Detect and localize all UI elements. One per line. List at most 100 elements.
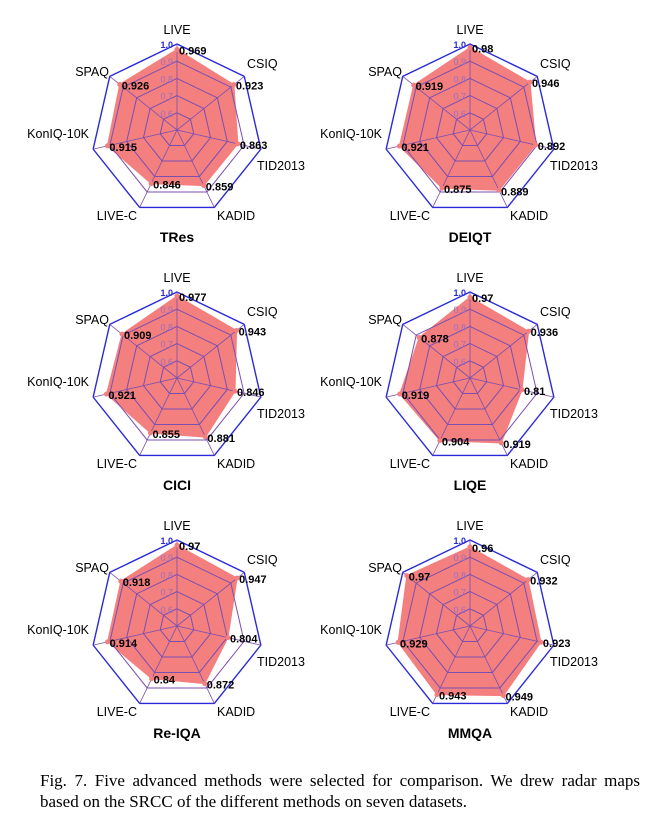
- axis-label: SPAQ: [368, 65, 402, 79]
- axis-label: TID2013: [257, 407, 305, 421]
- data-point: [526, 328, 532, 334]
- value-label: 0.863: [240, 140, 268, 152]
- axis-label: SPAQ: [75, 561, 109, 575]
- grid-ring: [126, 573, 228, 673]
- value-label: 0.881: [207, 433, 235, 445]
- data-area: [105, 295, 238, 438]
- axis-label: TID2013: [550, 159, 598, 173]
- data-point: [234, 575, 240, 581]
- grid-ring: [142, 95, 212, 162]
- value-label: 0.949: [506, 692, 534, 704]
- axis-label: KADID: [217, 705, 255, 719]
- data-point: [396, 143, 402, 149]
- axis-label: LIVE: [456, 23, 483, 37]
- value-label: 0.915: [109, 142, 137, 154]
- data-point: [519, 387, 525, 393]
- data-point: [501, 693, 507, 699]
- data-point: [232, 388, 238, 394]
- axis-spoke: [176, 572, 245, 627]
- grid-ring: [126, 325, 228, 425]
- value-label: 0.926: [122, 80, 150, 92]
- axis-spoke: [139, 377, 178, 456]
- grid-ring: [109, 308, 245, 441]
- axis-spoke: [469, 572, 538, 627]
- grid-ring: [109, 556, 245, 689]
- radar-chart-cici: 0.6 0.7 0.8 0.9 1.0 0.977 0.943 0.846 0.881 0.855…: [27, 271, 305, 493]
- data-point: [439, 185, 445, 191]
- axis-label: SPAQ: [75, 313, 109, 327]
- grid-ring: [159, 112, 195, 146]
- data-point: [119, 331, 125, 337]
- value-label: 0.904: [442, 437, 470, 449]
- value-label: 0.846: [237, 387, 265, 399]
- value-label: 0.846: [153, 180, 181, 192]
- axis-spoke: [432, 625, 471, 704]
- axis-spoke: [176, 377, 215, 456]
- axis-label: SPAQ: [75, 65, 109, 79]
- ring-label: 1.0: [453, 40, 466, 50]
- data-point: [104, 143, 110, 149]
- ring-label: 0.7: [160, 340, 173, 350]
- ring-label: 0.8: [453, 570, 466, 580]
- radar-chart-deiqt: 0.6 0.7 0.8 0.9 1.0 0.98 0.946 0.892 0.889 0.875 0…: [320, 23, 598, 245]
- ring-label: 0.6: [453, 357, 466, 367]
- axis-label: LIVE: [456, 271, 483, 285]
- ring-label: 0.7: [160, 92, 173, 102]
- axis-spoke: [469, 129, 508, 208]
- value-label: 0.936: [531, 327, 559, 339]
- data-point: [467, 544, 473, 550]
- axis-label: LIVE-C: [97, 705, 137, 719]
- value-label: 0.946: [532, 78, 560, 90]
- grid-ring: [402, 556, 538, 689]
- value-label: 0.919: [503, 439, 531, 451]
- axis-label: CSIQ: [247, 57, 278, 71]
- grid-ring: [92, 539, 262, 705]
- value-label: 0.969: [179, 45, 207, 57]
- chart-title: CICI: [163, 477, 191, 493]
- axis-spoke: [176, 377, 261, 398]
- value-label: 0.878: [421, 333, 449, 345]
- grid-ring: [92, 43, 262, 209]
- axis-spoke: [432, 129, 471, 208]
- axis-spoke: [139, 625, 178, 704]
- axis-label: LIVE: [163, 23, 190, 37]
- value-label: 0.923: [236, 81, 264, 93]
- grid-ring: [419, 573, 521, 673]
- data-point: [174, 46, 180, 52]
- axis-spoke: [176, 625, 215, 704]
- data-point: [404, 573, 410, 579]
- axis-label: KADID: [217, 457, 255, 471]
- value-label: 0.84: [154, 675, 176, 687]
- axis-spoke: [176, 129, 215, 208]
- radar-chart-mmqa: 0.6 0.7 0.8 0.9 1.0 0.96 0.932 0.923 0.949 0.943 0…: [320, 519, 598, 741]
- axis-label: LIVE: [163, 271, 190, 285]
- axis-label: KADID: [510, 705, 548, 719]
- grid-ring: [402, 60, 538, 193]
- axis-label: LIVE-C: [390, 209, 430, 223]
- value-label: 0.97: [179, 541, 200, 553]
- axis-label: KonIQ-10K: [27, 127, 90, 141]
- axis-label: KonIQ-10K: [27, 375, 90, 389]
- data-area: [398, 46, 537, 191]
- grid-ring: [419, 325, 521, 425]
- ring-label: 0.8: [160, 570, 173, 580]
- axis-label: KonIQ-10K: [320, 375, 383, 389]
- axis-label: CSIQ: [247, 305, 278, 319]
- value-label: 0.921: [401, 142, 429, 154]
- axis-spoke: [469, 625, 508, 704]
- value-label: 0.914: [110, 638, 138, 650]
- data-point: [201, 183, 207, 189]
- grid-ring: [452, 608, 488, 642]
- data-point: [231, 82, 237, 88]
- grid-ring: [435, 591, 505, 658]
- data-point: [496, 187, 502, 193]
- value-label: 0.859: [206, 182, 234, 194]
- ring-label: 0.8: [160, 74, 173, 84]
- ring-label: 1.0: [160, 40, 173, 50]
- value-label: 0.918: [123, 577, 151, 589]
- axis-label: CSIQ: [247, 553, 278, 567]
- data-point: [225, 635, 231, 641]
- grid-ring: [385, 291, 555, 457]
- ring-label: 1.0: [160, 288, 173, 298]
- ring-label: 0.9: [453, 305, 466, 315]
